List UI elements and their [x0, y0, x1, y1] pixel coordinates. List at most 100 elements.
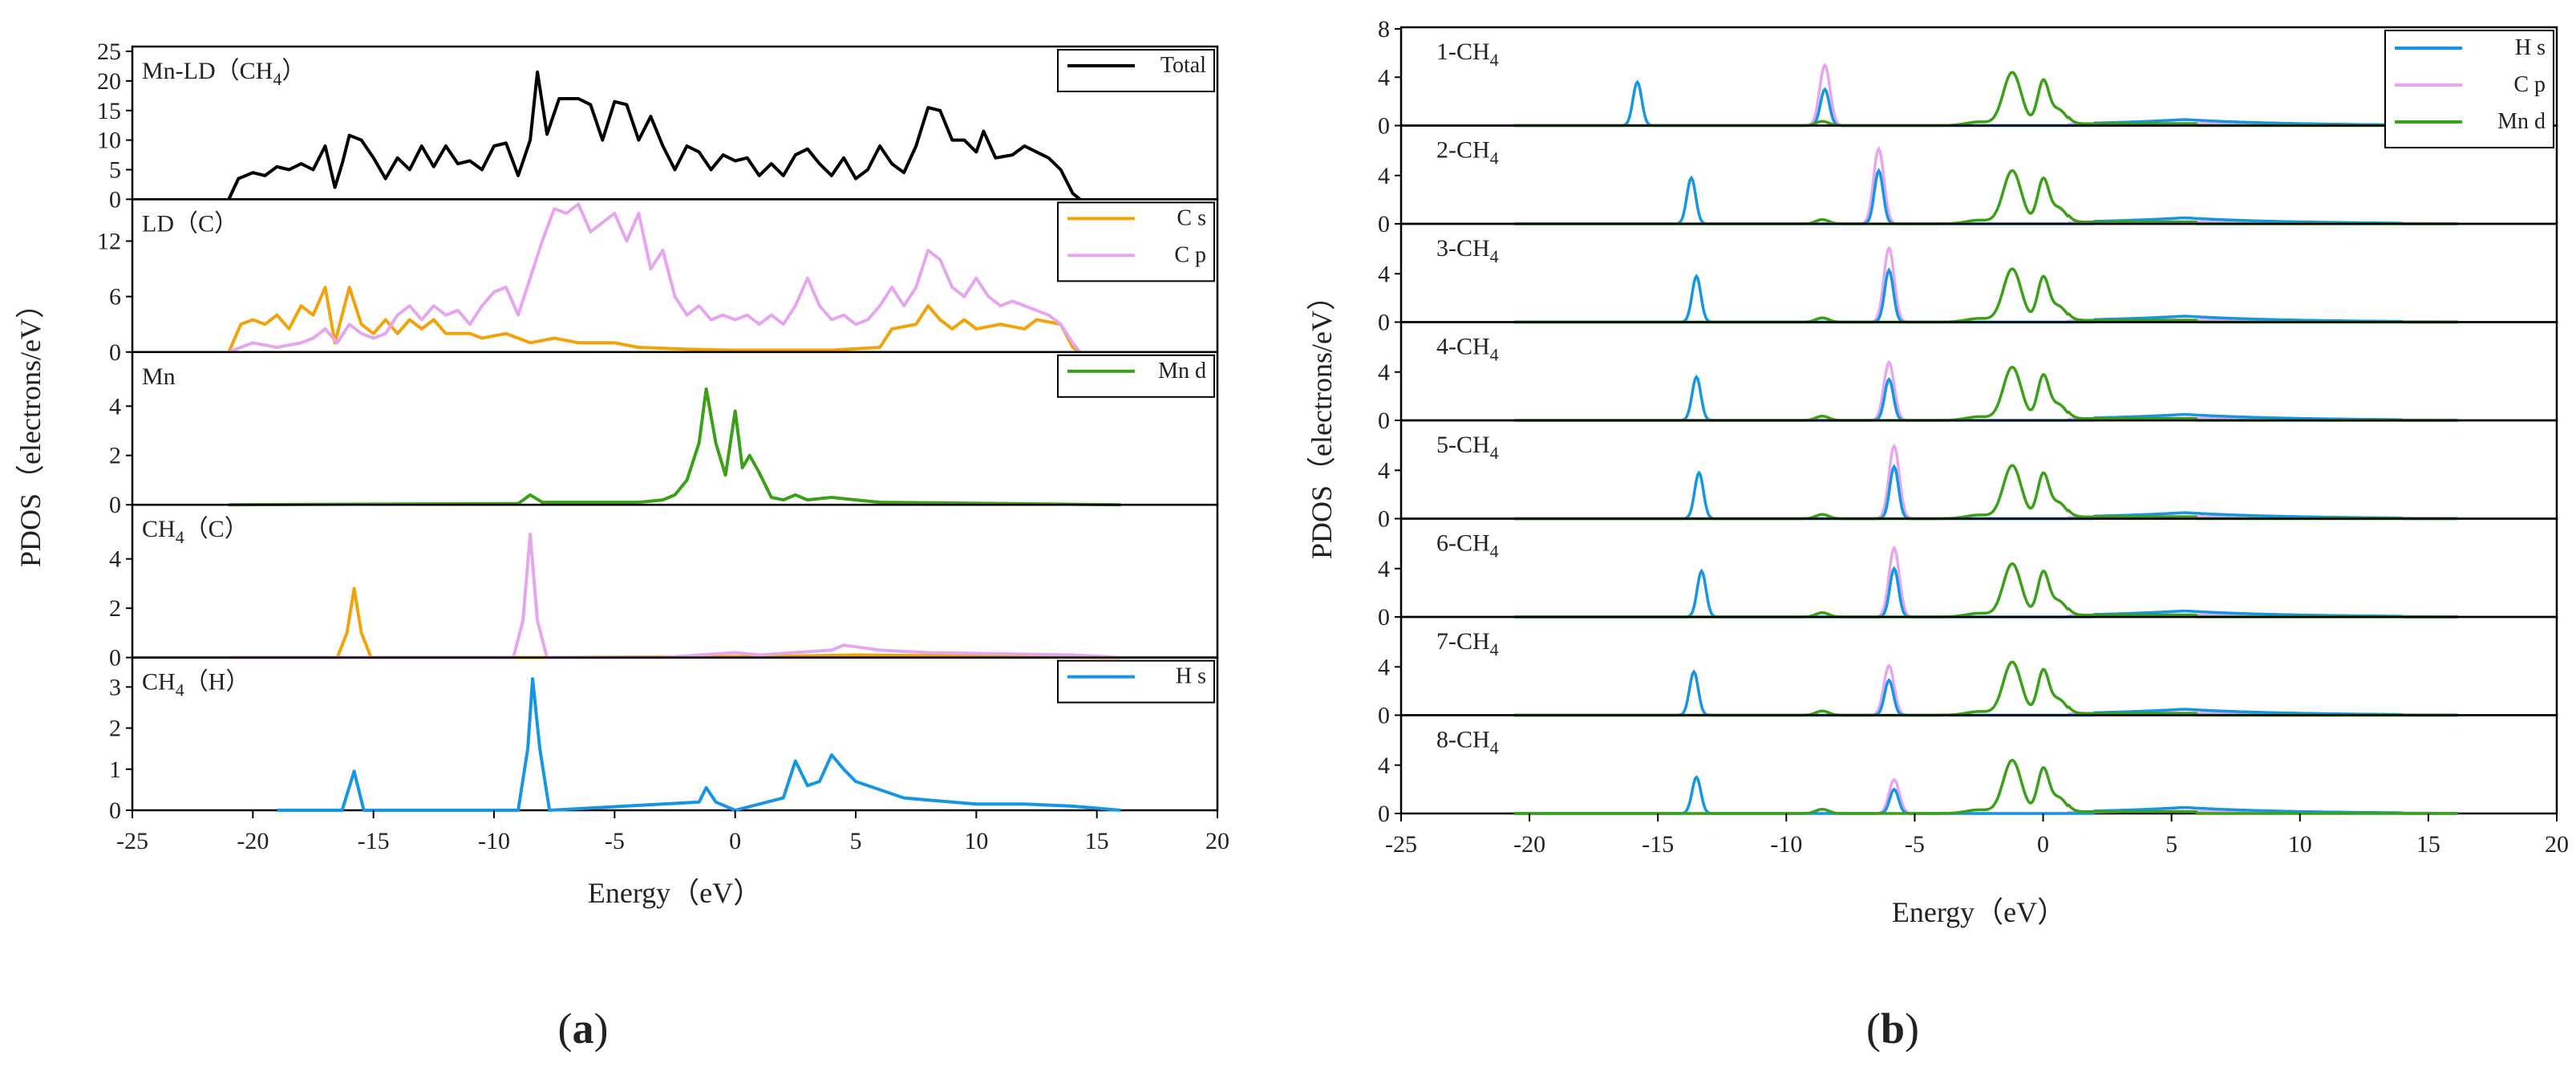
x-tick-label: 20	[2545, 831, 2569, 858]
series-line-c-p	[229, 532, 1121, 659]
legend-label: Mn d	[2497, 109, 2546, 134]
y-tick-label: 1	[109, 757, 121, 783]
series-line-mn-d	[1513, 71, 2458, 128]
panel-frame	[131, 198, 1219, 354]
legend-label: C p	[1174, 242, 1206, 267]
series-line-h-s	[1513, 267, 2458, 324]
y-tick-label: 5	[109, 157, 121, 184]
y-tick-label: 0	[1378, 604, 1390, 631]
series-line-h-s	[1513, 669, 2458, 717]
panel-frame	[1399, 26, 2558, 127]
y-tick-label: 2	[109, 595, 121, 622]
y-tick-label: 4	[1378, 457, 1390, 484]
x-tick-label: -15	[358, 828, 390, 854]
series-line-h-s	[1513, 168, 2458, 225]
y-tick-label: 4	[109, 546, 121, 573]
x-tick-label: 5	[850, 828, 862, 854]
caption-a: (a)	[558, 1004, 609, 1053]
x-tick-label: 15	[1085, 828, 1109, 854]
series-line-c-s	[227, 286, 1081, 354]
y-tick-label: 2	[109, 716, 121, 742]
panel-label: Mn-LD（CH4）	[142, 58, 306, 89]
series-line-c-p	[1513, 443, 2458, 521]
panel-label: LD（C）	[142, 210, 238, 237]
series-line-c-p	[1513, 663, 2458, 717]
panel-frame	[1399, 321, 2558, 422]
panel-frame	[1399, 222, 2558, 323]
y-tick-label: 4	[1378, 359, 1390, 386]
y-tick-label: 0	[1378, 703, 1390, 729]
series-line-h-s	[1513, 79, 2458, 128]
legend-label: H s	[1176, 664, 1206, 689]
series-line-c-s	[229, 586, 1121, 659]
panel-label: 8-CH4	[1436, 727, 1499, 758]
series-line-c-p	[228, 202, 1082, 354]
x-tick-label: 5	[2165, 831, 2177, 858]
y-tick-label: 0	[1378, 801, 1390, 827]
x-tick-label: -20	[1513, 831, 1545, 858]
series-line-mn-d	[1513, 464, 2458, 521]
panel-frame	[1399, 615, 2558, 716]
y-tick-label: 25	[97, 39, 121, 65]
legend-label: C p	[2513, 72, 2546, 97]
y-tick-label: 4	[1378, 654, 1390, 680]
panel-label: 7-CH4	[1436, 628, 1499, 659]
y-tick-label: 20	[97, 68, 121, 95]
y-tick-label: 0	[1378, 506, 1390, 533]
series-line-h-s	[1513, 775, 2458, 815]
x-tick-label: -10	[1770, 831, 1802, 858]
x-tick-label: -5	[1905, 831, 1925, 858]
series-line-total	[227, 70, 1081, 201]
panel-label: 1-CH4	[1436, 39, 1499, 70]
y-tick-label: 0	[1378, 113, 1390, 140]
panel-frame	[131, 351, 1219, 506]
y-axis-label: PDOS（electrons/eV）	[1306, 282, 1338, 559]
series-line-mn-d	[1513, 660, 2458, 717]
x-tick-label: -5	[605, 828, 625, 854]
legend-box	[1057, 659, 1215, 704]
legend-label: C s	[1177, 205, 1206, 230]
y-tick-label: 0	[109, 645, 121, 671]
y-tick-label: 4	[109, 393, 121, 420]
x-tick-label: -25	[1385, 831, 1417, 858]
x-tick-label: 10	[964, 828, 988, 854]
panel-label: 5-CH4	[1436, 432, 1499, 463]
x-tick-label: -15	[1642, 831, 1674, 858]
panel-label: CH4（H）	[142, 669, 249, 700]
panel-frame	[131, 656, 1219, 812]
panel-label: 2-CH4	[1436, 137, 1499, 168]
legend-box	[1057, 49, 1215, 92]
x-tick-label: -20	[237, 828, 269, 854]
series-line-c-p	[1513, 245, 2458, 324]
panel-frame	[131, 503, 1219, 659]
y-tick-label: 0	[109, 492, 121, 518]
panel-label: 3-CH4	[1436, 235, 1499, 266]
series-line-mn-d	[1513, 365, 2458, 422]
y-tick-label: 3	[109, 674, 121, 700]
series-line-c-p	[1513, 545, 2458, 619]
panel-frame	[1399, 124, 2558, 225]
series-line-mn-d	[1513, 267, 2458, 324]
caption-b: (b)	[1866, 1004, 1919, 1053]
series-line-mn-d	[1513, 562, 2458, 619]
y-tick-label: 4	[1378, 261, 1390, 287]
series-line-c-p	[1513, 359, 2458, 422]
series-line-h-s	[1513, 566, 2458, 619]
legend-box	[1057, 201, 1215, 282]
y-tick-label: 4	[1378, 64, 1390, 91]
y-axis-label: PDOS（electrons/eV）	[14, 290, 47, 567]
panel-label: CH4（C）	[142, 516, 249, 547]
series-line-mn-d	[1513, 758, 2458, 815]
y-tick-label: 0	[1378, 211, 1390, 237]
x-tick-label: 15	[2416, 831, 2440, 858]
x-tick-label: -10	[478, 828, 510, 854]
x-axis-label: Energy（eV）	[588, 877, 762, 909]
series-line-c-p	[1513, 63, 2458, 128]
legend-box	[1057, 354, 1215, 398]
series-line-mn-d	[1513, 168, 2458, 225]
panel-frame	[1399, 419, 2558, 520]
y-tick-label: 6	[109, 284, 121, 310]
legend-box	[2384, 30, 2554, 148]
panel-frame	[1399, 517, 2558, 619]
